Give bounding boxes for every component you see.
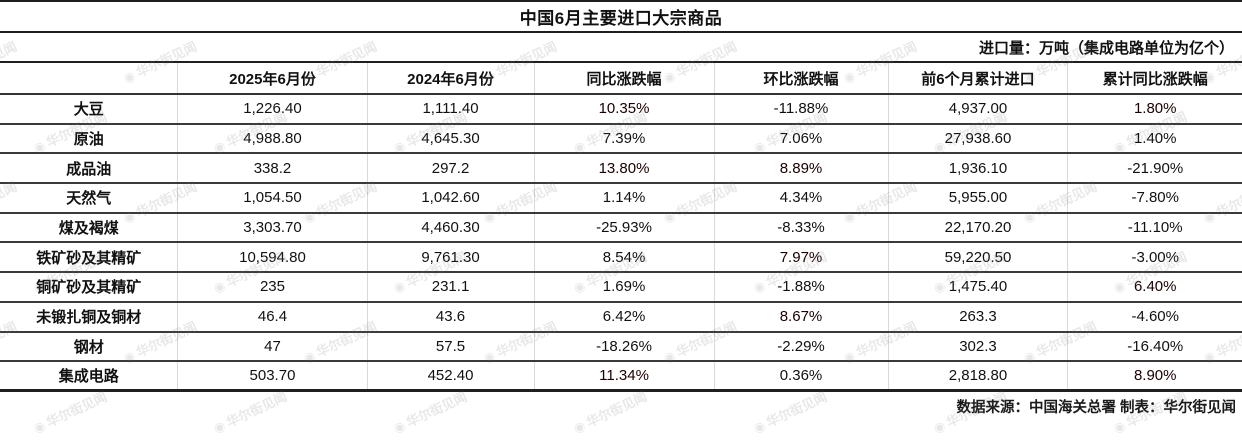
table-cell: 7.97% (713, 242, 888, 274)
table-cell: 7.06% (713, 123, 888, 155)
table-row: 钢材 47 57.5 -18.26% -2.29% 302.3 -16.40% (0, 331, 1242, 363)
table-row: 天然气 1,054.50 1,042.60 1.14% 4.34% 5,955.00 -7.… (0, 183, 1242, 214)
table-cell: 503.70 (177, 361, 367, 391)
table-cell: 8.90% (1067, 361, 1242, 391)
table-cell: 2,818.80 (887, 361, 1068, 391)
table-cell: 7.39% (533, 123, 714, 155)
row-name-3: 天然气 (0, 183, 178, 214)
table-cell: 8.67% (713, 301, 888, 333)
table-cell: 1,111.40 (366, 94, 535, 125)
table-row: 原油 4,988.80 4,645.30 7.39% 7.06% 27,938.60 1.4… (0, 123, 1242, 155)
table-row: 成品油 338.2 297.2 13.80% 8.89% 1,936.10 -21.90% (0, 153, 1242, 185)
table-cell: -18.26% (533, 331, 714, 363)
column-header-yoy-change: 同比涨跌幅 (533, 62, 714, 95)
table-cell: 9,761.30 (366, 242, 535, 274)
table-cell: 3,303.70 (177, 212, 367, 244)
table-cell: 22,170.20 (887, 212, 1068, 244)
column-header-cumulative-yoy: 累计同比涨跌幅 (1067, 62, 1242, 95)
data-source-note: 数据来源：中国海关总署 制表：华尔街见闻 (956, 399, 1236, 416)
row-name-5: 铁矿砂及其精矿 (0, 242, 178, 274)
table-cell: 8.89% (713, 153, 888, 185)
table-cell: 5,955.00 (887, 183, 1068, 214)
table-cell: 6.40% (1067, 272, 1242, 303)
table-cell: 263.3 (887, 301, 1068, 333)
table-cell: 235 (177, 272, 367, 303)
table-cell: -11.10% (1067, 212, 1242, 244)
table-cell: 302.3 (887, 331, 1068, 363)
table-cell: 1.69% (533, 272, 714, 303)
table-cell: 1,475.40 (887, 272, 1068, 303)
table-cell: -2.29% (713, 331, 888, 363)
table-cell: 6.42% (533, 301, 714, 333)
table-cell: 4,460.30 (366, 212, 535, 244)
table-row: 大豆 1,226.40 1,111.40 10.35% -11.88% 4,937.00 1… (0, 94, 1242, 125)
table-cell: 47 (177, 331, 367, 363)
column-header-mom-change: 环比涨跌幅 (713, 62, 888, 95)
table-cell: -1.88% (713, 272, 888, 303)
table-row: 铜矿砂及其精矿 235 231.1 1.69% -1.88% 1,475.40 6.40% (0, 272, 1242, 303)
table-cell: 0.36% (713, 361, 888, 391)
table-row: 铁矿砂及其精矿 10,594.80 9,761.30 8.54% 7.97% 59,220… (0, 242, 1242, 274)
table-cell: 10.35% (533, 94, 714, 125)
table-cell: 4,645.30 (366, 123, 535, 155)
commodity-table: 2025年6月份 2024年6月份 同比涨跌幅 环比涨跌幅 前6个月累计进口 累… (0, 61, 1242, 393)
table-cell: 13.80% (533, 153, 714, 185)
table-cell: 231.1 (366, 272, 535, 303)
row-name-4: 煤及褐煤 (0, 212, 178, 244)
table-cell: 1,042.60 (366, 183, 535, 214)
table-cell: 43.6 (366, 301, 535, 333)
table-cell: -21.90% (1067, 153, 1242, 185)
table-cell: 46.4 (177, 301, 367, 333)
table-cell: 11.34% (533, 361, 714, 391)
unit-note: 进口量：万吨（集成电路单位为亿个） (978, 39, 1234, 57)
table-cell: -16.40% (1067, 331, 1242, 363)
table-cell: 59,220.50 (887, 242, 1068, 274)
table-cell: 10,594.80 (177, 242, 367, 274)
table-cell: -7.80% (1067, 183, 1242, 214)
row-name-7: 未锻扎铜及铜材 (0, 301, 178, 333)
row-name-0: 大豆 (0, 94, 178, 125)
row-name-1: 原油 (0, 123, 178, 155)
column-header-6month-cumulative: 前6个月累计进口 (887, 62, 1068, 95)
table-cell: 57.5 (366, 331, 535, 363)
column-header-2025-june: 2025年6月份 (177, 62, 367, 95)
table-cell: 4,937.00 (887, 94, 1068, 125)
table-cell: 452.40 (366, 361, 535, 391)
column-header-commodity (0, 62, 178, 95)
table-cell: 4.34% (713, 183, 888, 214)
table-cell: 1.14% (533, 183, 714, 214)
row-name-8: 钢材 (0, 331, 178, 363)
table-cell: 297.2 (366, 153, 535, 185)
table-cell: 1,054.50 (177, 183, 367, 214)
table-cell: 4,988.80 (177, 123, 367, 155)
table-row: 未锻扎铜及铜材 46.4 43.6 6.42% 8.67% 263.3 -4.60% (0, 301, 1242, 333)
table-cell: -3.00% (1067, 242, 1242, 274)
table-cell: 1.40% (1067, 123, 1242, 155)
row-name-9: 集成电路 (0, 361, 178, 391)
table-cell: 8.54% (533, 242, 714, 274)
column-header-2024-june: 2024年6月份 (366, 62, 535, 95)
table-row: 集成电路 503.70 452.40 11.34% 0.36% 2,818.80 8.90% (0, 361, 1242, 391)
table-cell: 27,938.60 (887, 123, 1068, 155)
table-cell: -4.60% (1067, 301, 1242, 333)
table-row: 煤及褐煤 3,303.70 4,460.30 -25.93% -8.33% 22,170.… (0, 212, 1242, 244)
row-name-6: 铜矿砂及其精矿 (0, 272, 178, 303)
table-cell: 1.80% (1067, 94, 1242, 125)
table-cell: -8.33% (713, 212, 888, 244)
table-body: 大豆 1,226.40 1,111.40 10.35% -11.88% 4,937.00 1… (0, 94, 1242, 391)
page-title: 中国6月主要进口大宗商品 (0, 0, 1242, 33)
table-header-row: 2025年6月份 2024年6月份 同比涨跌幅 环比涨跌幅 前6个月累计进口 累… (0, 62, 1242, 95)
table-cell: 1,226.40 (177, 94, 367, 125)
table-cell: 1,936.10 (887, 153, 1068, 185)
table-cell: -25.93% (533, 212, 714, 244)
table-cell: 338.2 (177, 153, 367, 185)
row-name-2: 成品油 (0, 153, 178, 185)
table-cell: -11.88% (713, 94, 888, 125)
